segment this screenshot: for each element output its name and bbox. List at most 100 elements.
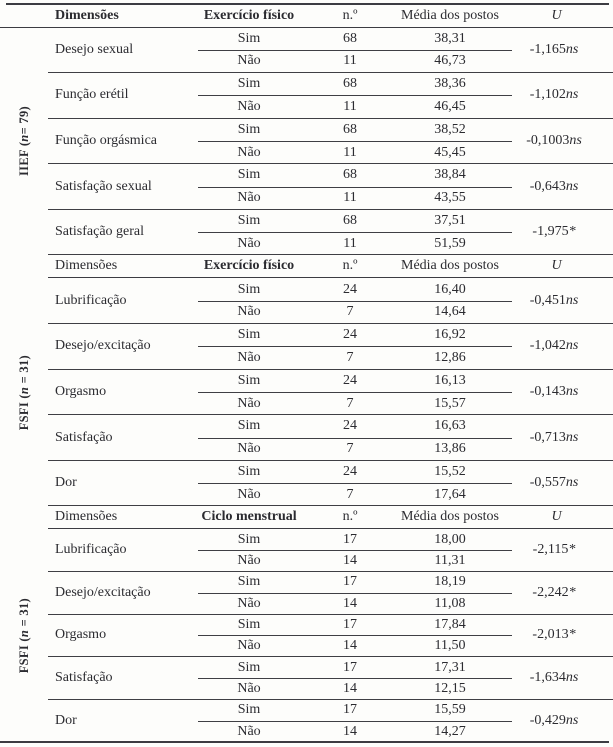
table-row-sim: Sim 17 17,31 [198, 657, 512, 678]
table-row-nao: Não 11 51,59 [198, 232, 512, 254]
u-statistic-cell: -1,975 * [500, 210, 608, 255]
n-cell: 11 [343, 144, 357, 160]
answer-cell: Sim [237, 30, 261, 46]
answer-cell: Sim [237, 167, 261, 183]
mean-rank-cell: 37,51 [434, 213, 466, 229]
table-bottom-rule [0, 741, 609, 743]
answer-cell: Não [237, 235, 261, 251]
column-header-dimensoes: Dimensões [55, 258, 118, 274]
u-significance: * [568, 627, 576, 643]
mean-rank-cell: 15,57 [434, 395, 466, 411]
n-symbol: n [16, 629, 31, 637]
answer-cell: Não [237, 144, 261, 160]
u-value: -0,713 [529, 429, 566, 445]
table-row-sim: Sim 17 17,84 [198, 615, 512, 636]
n-cell: 17 [343, 574, 357, 590]
mean-rank-cell: 38,52 [434, 121, 466, 137]
section-groups: FSFI (n = 31) Lubrificação Sim 17 18,00 … [0, 529, 613, 741]
u-statistic-cell: -0,713 ns [500, 415, 608, 460]
u-significance: ns [565, 41, 579, 57]
dimension-group: Satisfação geral Sim 68 37,51 Não 11 51,… [48, 210, 613, 256]
answer-cell: Não [237, 553, 261, 569]
u-value: -2,013 [532, 627, 569, 643]
dimension-group: Lubrificação Sim 24 16,40 Não 7 14,64 -0… [48, 278, 613, 325]
table-row-sim: Sim 17 18,19 [198, 572, 512, 593]
mean-rank-cell: 45,45 [434, 144, 466, 160]
u-statistic-cell: -1,102 ns [500, 73, 608, 118]
u-value: -0,557 [529, 475, 566, 491]
answer-cell: Não [237, 350, 261, 365]
table-row-sim: Sim 24 15,52 [198, 461, 512, 483]
answer-cell: Sim [237, 418, 261, 434]
n-symbol: n [16, 386, 31, 394]
u-statistic-cell: -2,242 * [500, 572, 608, 614]
mean-rank-cell: 38,31 [434, 30, 466, 46]
u-significance: ns [565, 383, 579, 399]
dimension-group: Satisfação Sim 17 17,31 Não 14 12,15 -1,… [48, 657, 613, 700]
table-row-sim: Sim 24 16,63 [198, 415, 512, 437]
table-section-fsfi-ciclo: Dimensões Ciclo menstrual n.º Média dos … [0, 506, 613, 741]
mean-rank-cell: 38,36 [434, 76, 466, 92]
answer-cell: Sim [237, 617, 261, 633]
group-rows: Sim 24 16,40 Não 7 14,64 [198, 278, 512, 323]
answer-cell: Não [237, 486, 261, 502]
n-cell: 24 [343, 372, 357, 388]
dimension-group: Dor Sim 24 15,52 Não 7 17,64 -0,557 ns [48, 461, 613, 507]
n-cell: 24 [343, 281, 357, 297]
column-header-media-dos-postos: Média dos postos [401, 509, 499, 525]
group-rows: Sim 17 15,59 Não 14 14,27 [198, 700, 512, 742]
table-row-nao: Não 14 14,27 [198, 720, 512, 742]
u-value: -1,975 [532, 224, 569, 240]
n-cell: 7 [346, 304, 354, 320]
table-row-sim: Sim 24 16,40 [198, 278, 512, 300]
table-row-sim: Sim 68 38,36 [198, 73, 512, 95]
scale-label-text: IIEF (n= 79) [17, 106, 32, 176]
paper-table: Dimensões Exercício físico n.º Média dos… [0, 3, 613, 747]
scale-name: IIEF ( [16, 142, 31, 177]
mean-rank-cell: 16,63 [434, 418, 466, 434]
mean-rank-cell: 12,86 [434, 350, 466, 365]
u-statistic-cell: -0,1003 ns [500, 119, 608, 164]
group-rows: Sim 68 38,31 Não 11 46,73 [198, 28, 512, 73]
answer-cell: Não [237, 304, 261, 320]
n-value: = 31) [16, 597, 31, 630]
table-row-nao: Não 14 11,08 [198, 592, 512, 614]
answer-cell: Não [237, 53, 261, 69]
u-value: -2,115 [532, 542, 569, 558]
mean-rank-cell: 11,08 [434, 595, 466, 611]
n-cell: 68 [343, 121, 357, 137]
mean-rank-cell: 15,59 [434, 702, 466, 718]
u-statistic-cell: -1,165 ns [500, 28, 608, 73]
mean-rank-cell: 17,64 [434, 486, 466, 502]
group-rows: Sim 24 16,63 Não 7 13,86 [198, 415, 512, 460]
n-value: = 31) [16, 354, 31, 387]
u-value: -0,643 [529, 178, 566, 194]
dimension-label: Desejo/excitação [55, 338, 151, 354]
column-header-u: U [551, 258, 562, 274]
group-rows: Sim 17 17,31 Não 14 12,15 [198, 657, 512, 699]
answer-cell: Sim [237, 121, 261, 137]
n-value: = 79) [16, 106, 31, 135]
u-statistic-cell: -0,557 ns [500, 461, 608, 506]
section-header-row: Dimensões Ciclo menstrual n.º Média dos … [48, 506, 613, 530]
n-cell: 7 [346, 395, 354, 411]
column-header-exercicio-fisico: Exercício físico [203, 7, 295, 23]
dimension-label: Lubrificação [55, 292, 127, 308]
mean-rank-cell: 15,52 [434, 463, 466, 479]
u-statistic-cell: -0,143 ns [500, 370, 608, 415]
section-groups: IIEF (n= 79) Desejo sexual Sim 68 38,31 … [0, 28, 613, 256]
dimension-label: Lubrificação [55, 542, 127, 558]
section-header-row: Dimensões Exercício físico n.º Média dos… [0, 5, 613, 28]
dimension-label: Dor [55, 712, 77, 728]
u-significance: * [568, 542, 576, 558]
table-row-nao: Não 7 15,57 [198, 391, 512, 414]
u-significance: ns [565, 429, 579, 445]
n-cell: 14 [343, 723, 357, 739]
u-significance: ns [565, 338, 579, 354]
table-section-iief: Dimensões Exercício físico n.º Média dos… [0, 5, 613, 256]
u-value: -0,1003 [526, 132, 570, 148]
mean-rank-cell: 16,40 [434, 281, 466, 297]
answer-cell: Sim [237, 574, 261, 590]
n-cell: 24 [343, 463, 357, 479]
dimension-group: Desejo/excitação Sim 24 16,92 Não 7 12,8… [48, 324, 613, 370]
